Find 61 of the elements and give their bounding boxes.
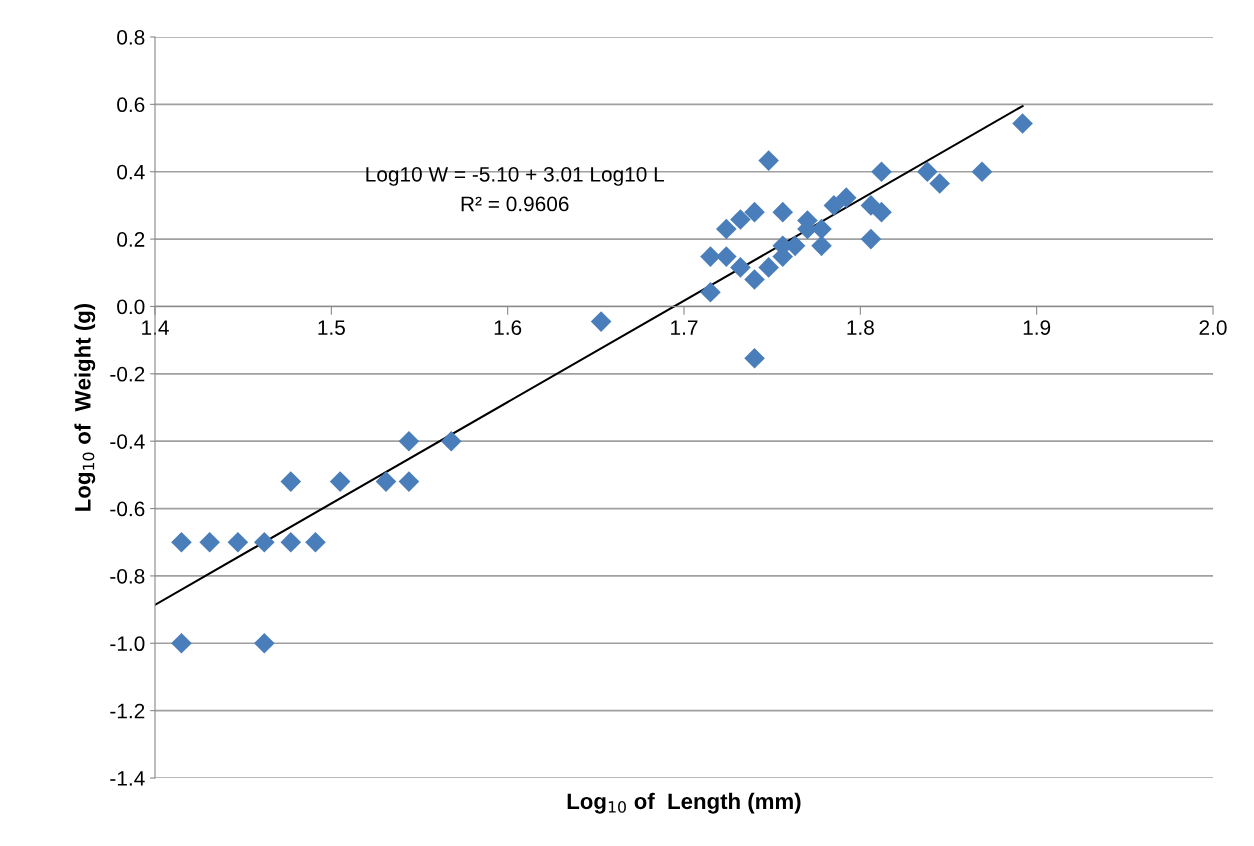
point	[811, 218, 832, 240]
point	[171, 531, 192, 553]
y-tick-label: -0.6	[110, 501, 145, 517]
y-tick-label: -1.4	[110, 771, 145, 786]
y-tick-label: 0.6	[117, 97, 145, 113]
point	[744, 269, 765, 290]
y-tick-label: 0.8	[117, 30, 145, 45]
point	[171, 632, 192, 654]
annotation: R² = 0.9606	[461, 196, 569, 212]
point	[700, 282, 721, 303]
point	[744, 201, 765, 223]
point	[280, 531, 302, 553]
y-axis-title: Log$_{10}$ of Weight (g)	[74, 303, 96, 511]
point	[375, 471, 397, 492]
point	[758, 257, 779, 278]
point	[716, 246, 737, 267]
point	[758, 150, 779, 171]
point	[730, 257, 751, 278]
y-tick-label: 0.4	[117, 164, 145, 180]
point	[1012, 113, 1033, 134]
x-tick-label: 1.9	[1023, 320, 1051, 335]
point	[305, 531, 326, 553]
y-tick-label: -1.2	[110, 703, 145, 719]
x-tick-label: 1.5	[318, 320, 345, 335]
point	[254, 531, 275, 553]
point	[835, 187, 857, 208]
point	[590, 311, 612, 332]
y-tick-label: 0.0	[117, 299, 145, 315]
point	[811, 235, 832, 257]
point	[398, 471, 420, 492]
point	[871, 161, 892, 183]
point	[700, 246, 721, 267]
point	[744, 348, 765, 369]
point	[929, 173, 950, 194]
y-tick-label: -0.8	[110, 568, 145, 584]
point	[917, 161, 938, 183]
point	[971, 161, 993, 183]
annotation: Log10 W = -5.10 + 3.01 Log10 L	[366, 166, 665, 186]
point	[398, 430, 420, 452]
x-tick-label: 1.7	[671, 320, 698, 335]
point	[871, 201, 892, 223]
point	[823, 195, 845, 216]
x-axis-title: Log$_{10}$ of Length (mm)	[567, 792, 801, 814]
x-tick-label: 1.8	[847, 320, 874, 335]
point	[199, 531, 220, 553]
point	[329, 471, 351, 492]
point	[730, 209, 751, 230]
point	[280, 471, 302, 492]
point	[772, 201, 794, 223]
x-tick-label: 1.6	[494, 320, 522, 335]
point	[860, 228, 882, 250]
x-tick-label: 2.0	[1199, 320, 1227, 335]
point	[227, 531, 249, 553]
y-tick-label: -1.0	[110, 636, 145, 652]
y-tick-label: -0.2	[110, 366, 145, 382]
point	[716, 218, 737, 240]
point	[254, 632, 275, 654]
y-tick-label: 0.2	[117, 232, 145, 247]
y-tick-label: -0.4	[110, 434, 145, 449]
x-tick-label: 1.4	[142, 320, 169, 335]
point	[440, 430, 462, 452]
